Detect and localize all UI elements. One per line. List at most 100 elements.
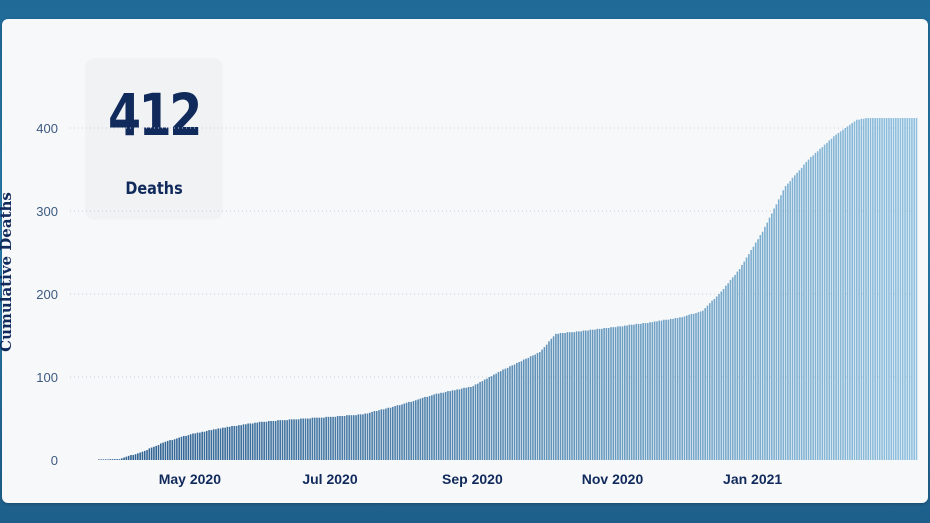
bar [862,118,865,461]
bar [821,147,824,460]
x-tick-label: Nov 2020 [582,471,644,487]
bar [598,328,601,460]
bar [883,118,886,460]
bar [355,415,357,460]
bar [293,419,295,460]
bar [812,155,814,460]
bar [750,250,752,460]
bar [676,318,679,460]
bar [708,303,711,460]
bar [837,132,840,461]
bar [350,415,353,460]
bar [773,208,775,460]
bar [486,378,488,460]
y-tick-label: 200 [36,287,58,302]
bar [633,324,635,460]
bar [456,389,458,460]
bar [621,326,624,460]
bar [265,421,268,460]
bar [394,406,396,460]
bar [417,399,419,460]
bar [203,431,206,460]
bar [770,213,773,460]
bar [104,459,107,460]
bar [681,317,684,460]
bar [217,428,220,460]
bar [212,429,215,460]
bar [789,181,791,460]
bar [256,422,259,460]
bar [729,279,732,460]
bar [387,407,390,460]
bar [497,372,500,460]
bar [146,450,148,460]
bar [272,420,275,460]
bar [245,424,247,460]
bar [849,124,851,461]
bar [385,408,387,460]
bar [520,361,523,460]
bar [846,126,849,460]
bar [341,416,344,460]
bar [713,298,716,460]
bar [474,384,477,460]
bar [408,401,410,460]
bar [139,452,141,460]
bar [559,333,562,460]
bar [132,455,135,460]
bar [380,409,383,460]
bar [869,118,872,460]
bar [644,323,647,460]
bar [646,323,649,460]
bar [201,431,203,460]
bar [534,354,537,460]
bar [414,400,417,460]
bar [125,456,128,460]
bar [656,321,658,460]
bar [906,118,909,460]
bar [238,425,240,460]
bar [334,416,337,460]
bar [284,420,286,460]
bar [511,365,514,460]
bar [327,416,330,460]
bar [205,430,208,460]
bar [858,119,860,460]
bar [499,371,502,460]
bar [665,319,667,460]
bar [722,289,725,460]
bar [628,324,631,460]
bar [277,420,279,460]
bar [635,323,638,460]
bar [704,308,706,460]
bar [663,319,665,460]
bar [844,128,847,460]
bar [605,328,608,460]
bar [819,148,821,460]
bar [518,362,520,460]
bar [596,328,599,460]
bar [428,396,431,460]
bar [690,313,693,460]
bar [343,416,346,460]
bar [233,425,236,460]
y-tick-labels: 0 100 200 300 400 [36,121,58,468]
bar [575,331,578,460]
bar [309,418,311,460]
bar [702,310,704,460]
bar [782,190,785,460]
bar [493,374,495,460]
bar [392,406,394,460]
bar [718,294,720,460]
bar [187,435,190,460]
bar [640,323,642,460]
bar [155,445,158,460]
bar [619,326,621,460]
bar [261,421,263,460]
bar [752,246,755,460]
bar [398,405,401,460]
bar [194,433,197,460]
bar [545,344,548,460]
bar [814,152,817,460]
bar [525,358,527,460]
